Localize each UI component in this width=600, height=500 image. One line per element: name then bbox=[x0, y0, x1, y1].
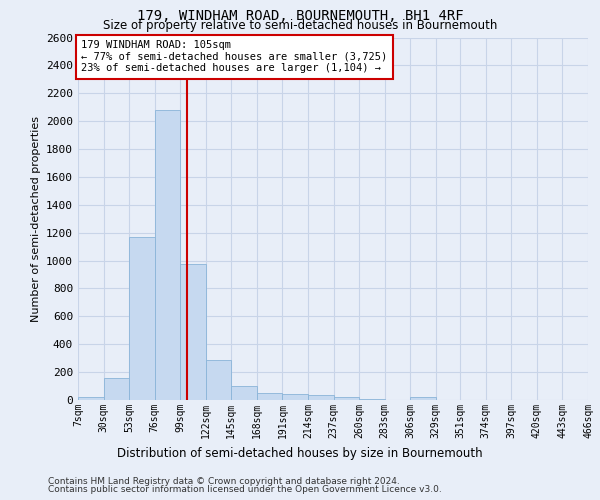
Bar bbox=[78, 397, 104, 400]
Bar bbox=[206, 360, 232, 400]
Text: Distribution of semi-detached houses by size in Bournemouth: Distribution of semi-detached houses by … bbox=[117, 448, 483, 460]
Bar bbox=[359, 398, 385, 400]
Text: Contains public sector information licensed under the Open Government Licence v3: Contains public sector information licen… bbox=[48, 485, 442, 494]
Text: 179 WINDHAM ROAD: 105sqm
← 77% of semi-detached houses are smaller (3,725)
23% o: 179 WINDHAM ROAD: 105sqm ← 77% of semi-d… bbox=[82, 40, 388, 74]
Y-axis label: Number of semi-detached properties: Number of semi-detached properties bbox=[31, 116, 41, 322]
Bar bbox=[410, 396, 436, 400]
Bar bbox=[104, 378, 129, 400]
Bar bbox=[232, 386, 257, 400]
Text: 179, WINDHAM ROAD, BOURNEMOUTH, BH1 4RF: 179, WINDHAM ROAD, BOURNEMOUTH, BH1 4RF bbox=[137, 9, 463, 23]
Text: Contains HM Land Registry data © Crown copyright and database right 2024.: Contains HM Land Registry data © Crown c… bbox=[48, 477, 400, 486]
Bar bbox=[180, 264, 206, 400]
Bar bbox=[334, 396, 359, 400]
Bar bbox=[129, 237, 155, 400]
Bar bbox=[308, 394, 334, 400]
Bar bbox=[257, 394, 283, 400]
Bar bbox=[283, 394, 308, 400]
Bar bbox=[155, 110, 180, 400]
Text: Size of property relative to semi-detached houses in Bournemouth: Size of property relative to semi-detach… bbox=[103, 19, 497, 32]
